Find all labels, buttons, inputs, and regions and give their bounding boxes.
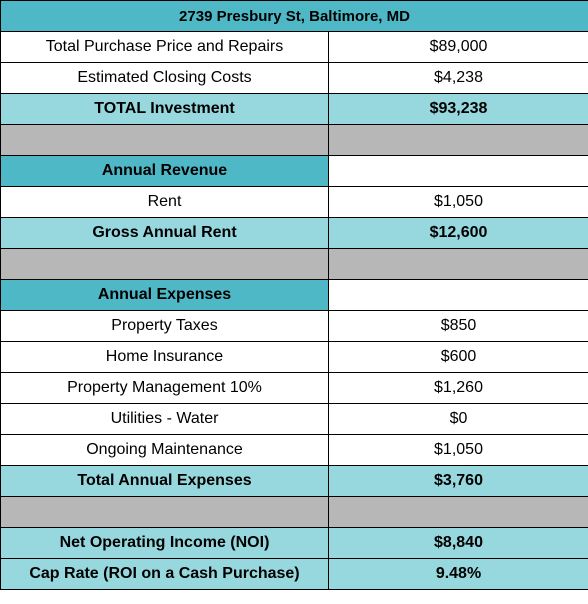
row-value: $850 — [327, 310, 588, 342]
row-label: Utilities - Water — [0, 403, 329, 435]
row-value: $89,000 — [327, 31, 588, 63]
row-value: $1,050 — [327, 186, 588, 218]
row-value — [327, 496, 588, 528]
row-label: Rent — [0, 186, 329, 218]
row-label: TOTAL Investment — [0, 93, 329, 125]
total-row: Net Operating Income (NOI) $8,840 — [0, 527, 588, 559]
row-label: Total Annual Expenses — [0, 465, 329, 497]
row-label: Property Management 10% — [0, 372, 329, 404]
total-row: TOTAL Investment $93,238 — [0, 93, 588, 125]
row-label: Home Insurance — [0, 341, 329, 373]
row-value: 9.48% — [327, 558, 588, 590]
row-label — [0, 248, 329, 280]
row-label: Net Operating Income (NOI) — [0, 527, 329, 559]
line-item-row: Property Taxes $850 — [0, 310, 588, 342]
title-row: 2739 Presbury St, Baltimore, MD — [0, 0, 588, 32]
line-item-row: Home Insurance $600 — [0, 341, 588, 373]
row-label: Estimated Closing Costs — [0, 62, 329, 94]
row-value: $93,238 — [327, 93, 588, 125]
line-item-row: Estimated Closing Costs $4,238 — [0, 62, 588, 94]
total-row: Cap Rate (ROI on a Cash Purchase) 9.48% — [0, 558, 588, 590]
row-value: $4,238 — [327, 62, 588, 94]
row-label: Total Purchase Price and Repairs — [0, 31, 329, 63]
row-value: $600 — [327, 341, 588, 373]
row-value: $1,050 — [327, 434, 588, 466]
row-value — [327, 155, 588, 187]
row-value — [327, 248, 588, 280]
investment-analysis-table: 2739 Presbury St, Baltimore, MD Total Pu… — [0, 0, 588, 590]
row-label: Ongoing Maintenance — [0, 434, 329, 466]
row-value — [327, 124, 588, 156]
section-header-row: Annual Revenue — [0, 155, 588, 187]
row-value: $1,260 — [327, 372, 588, 404]
line-item-row: Total Purchase Price and Repairs $89,000 — [0, 31, 588, 63]
spacer-row — [0, 496, 588, 528]
line-item-row: Rent $1,050 — [0, 186, 588, 218]
total-row: Total Annual Expenses $3,760 — [0, 465, 588, 497]
row-value: $0 — [327, 403, 588, 435]
spacer-row — [0, 124, 588, 156]
row-label: Cap Rate (ROI on a Cash Purchase) — [0, 558, 329, 590]
spacer-row — [0, 248, 588, 280]
row-label — [0, 124, 329, 156]
line-item-row: Ongoing Maintenance $1,050 — [0, 434, 588, 466]
row-value: $3,760 — [327, 465, 588, 497]
row-label — [0, 496, 329, 528]
row-label: Annual Expenses — [0, 279, 329, 311]
row-label: Property Taxes — [0, 310, 329, 342]
row-value — [327, 279, 588, 311]
row-value: $8,840 — [327, 527, 588, 559]
row-value: $12,600 — [327, 217, 588, 249]
line-item-row: Utilities - Water $0 — [0, 403, 588, 435]
row-label: Gross Annual Rent — [0, 217, 329, 249]
property-address-title: 2739 Presbury St, Baltimore, MD — [0, 0, 588, 32]
section-header-row: Annual Expenses — [0, 279, 588, 311]
line-item-row: Property Management 10% $1,260 — [0, 372, 588, 404]
row-label: Annual Revenue — [0, 155, 329, 187]
total-row: Gross Annual Rent $12,600 — [0, 217, 588, 249]
